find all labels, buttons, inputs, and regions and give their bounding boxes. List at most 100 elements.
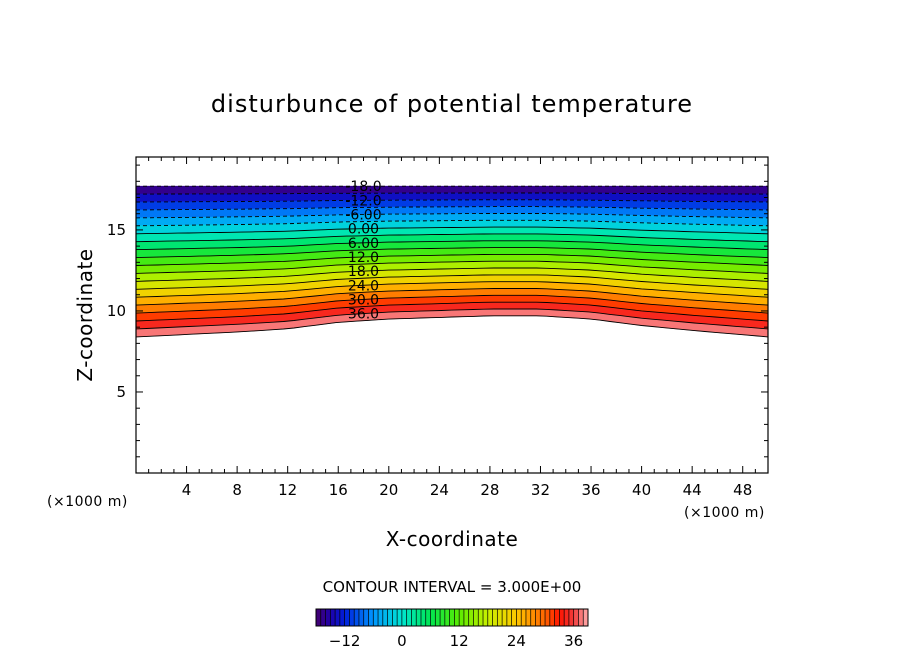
contour-line — [136, 253, 768, 266]
colorbar-cell — [564, 609, 570, 626]
colorbar-cell — [411, 609, 417, 626]
contour-label: 18.0 — [348, 264, 379, 280]
colorbar-cell — [416, 609, 422, 626]
contour-line — [136, 192, 768, 195]
colorbar-cell — [559, 609, 565, 626]
colorbar-cell — [459, 609, 465, 626]
contour-line — [136, 233, 768, 243]
colorbar-cell — [368, 609, 374, 626]
y-axis-label: Z-coordinate — [73, 248, 97, 381]
colorbar-cell — [316, 609, 322, 626]
colorbar-cell — [454, 609, 460, 626]
colorbar-tick-label: 12 — [450, 632, 469, 650]
contour-line — [136, 206, 768, 211]
colorbar-cell — [478, 609, 484, 626]
colorbar-cell — [425, 609, 431, 626]
x-tick-label: 24 — [430, 481, 449, 499]
contour-line — [136, 315, 768, 338]
colorbar-tick-label: 36 — [564, 632, 583, 650]
contour-label: 0.00 — [348, 222, 379, 238]
colorbar-cell — [573, 609, 579, 626]
colorbar-cell — [382, 609, 388, 626]
colorbar-cell — [320, 609, 326, 626]
colorbar-cell — [525, 609, 532, 626]
colorbar-cell — [511, 609, 517, 626]
colorbar-tick-label: −12 — [329, 632, 361, 650]
contour-line — [136, 247, 768, 259]
colorbar-cell — [430, 609, 436, 626]
colorbar-cell — [363, 609, 369, 626]
x-tick-label: 36 — [581, 481, 600, 499]
colorbar-cell — [378, 609, 384, 626]
colorbar-cell — [339, 609, 345, 626]
colorbar-cell — [335, 609, 341, 626]
colorbar-cell — [521, 609, 527, 626]
colorbar-frame — [315, 608, 589, 627]
x-axis-unit: (×1000 m) — [684, 505, 765, 521]
contour-interval-text: CONTOUR INTERVAL = 3.000E+00 — [323, 578, 582, 596]
contour-line — [136, 301, 768, 322]
colorbar-cell — [373, 609, 379, 626]
contour-label: -18.0 — [345, 179, 381, 195]
colorbar-tick-label: 0 — [397, 632, 407, 650]
contour-line — [136, 213, 768, 219]
contour-line — [136, 281, 768, 298]
colorbar-cell — [516, 609, 522, 626]
contour-labels: -18.0-12.0-6.000.006.0012.018.024.030.03… — [345, 179, 381, 322]
colorbar-cell — [487, 609, 493, 626]
colorbar-cell — [578, 609, 584, 626]
contour-label: -12.0 — [345, 193, 381, 209]
colorbar-cell — [535, 609, 541, 626]
contour-line — [136, 240, 768, 251]
contour-line — [136, 288, 768, 306]
colorbar-cell — [397, 609, 403, 626]
colorbar-cell — [502, 609, 508, 626]
x-tick-label: 48 — [733, 481, 752, 499]
contour-lines — [136, 185, 768, 338]
y-tick-label: 15 — [107, 221, 126, 239]
contour-label: 24.0 — [348, 278, 379, 294]
colorbar-cell — [449, 609, 455, 626]
contour-label: 12.0 — [348, 250, 379, 266]
x-axis-label: X-coordinate — [386, 527, 519, 551]
colorbar: −12 0 12 24 36 — [315, 608, 589, 650]
contour-label: 30.0 — [348, 292, 379, 308]
colorbar-cell — [463, 609, 469, 626]
colorbar-cell — [468, 609, 474, 626]
colorbar-cell — [354, 609, 360, 626]
contour-line — [136, 294, 768, 314]
x-tick-label: 20 — [379, 481, 398, 499]
colorbar-cell — [344, 609, 350, 626]
colorbar-cell — [444, 609, 450, 626]
x-tick-label: 32 — [531, 481, 550, 499]
colorbar-cell — [506, 609, 512, 626]
x-tick-label: 12 — [278, 481, 297, 499]
colorbar-cell — [406, 609, 412, 626]
contour-label: -6.00 — [345, 208, 381, 224]
colorbar-cell — [497, 609, 503, 626]
contour-line — [136, 199, 768, 203]
y-tick-label: 5 — [116, 383, 126, 401]
contour-line — [136, 226, 768, 235]
colorbar-cell — [583, 609, 589, 626]
colorbar-cell — [435, 609, 441, 626]
contour-label: 36.0 — [348, 307, 379, 323]
x-tick-label: 16 — [329, 481, 348, 499]
colorbar-cell — [420, 609, 427, 626]
colorbar-cell — [325, 609, 331, 626]
colorbar-cell — [401, 609, 407, 626]
contour-line — [136, 274, 768, 290]
colorbar-cell — [473, 609, 479, 626]
contour-line — [136, 267, 768, 282]
colorbar-cell — [330, 609, 336, 626]
colorbar-cell — [554, 609, 560, 626]
colorbar-cell — [387, 609, 393, 626]
colorbar-cell — [530, 609, 536, 626]
contour-line — [136, 260, 768, 274]
x-tick-label: 28 — [480, 481, 499, 499]
x-tick-label: 44 — [683, 481, 702, 499]
x-tick-label: 40 — [632, 481, 651, 499]
colorbar-cell — [483, 609, 489, 626]
